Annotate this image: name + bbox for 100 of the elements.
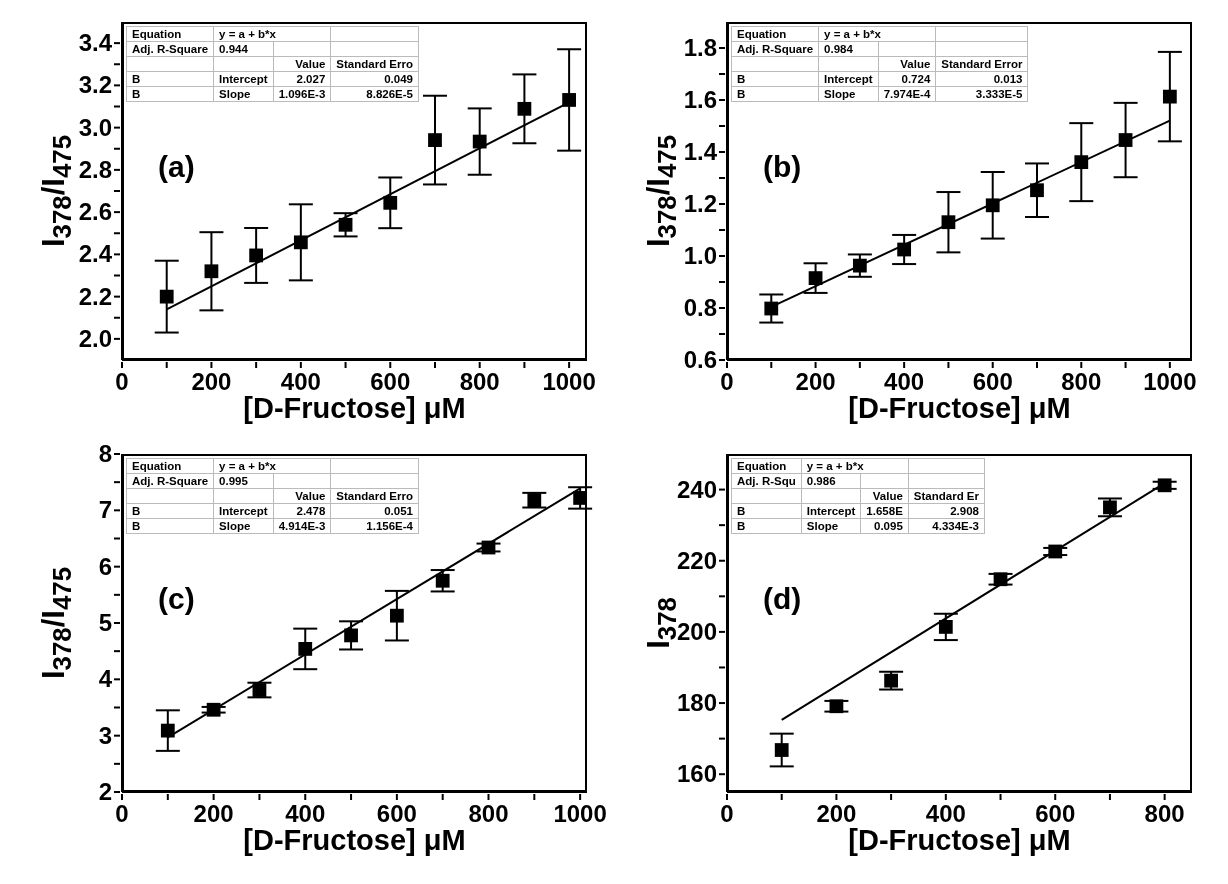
- x-tick-label: 600: [376, 800, 417, 827]
- x-tick-label: 1000: [1143, 368, 1197, 395]
- y-tick-label: 2.8: [78, 155, 112, 183]
- y-tick-label: 0.8: [683, 294, 717, 321]
- annotation: Adj. R-Square: [126, 41, 214, 57]
- annotation: Adj. R-Squ: [731, 473, 802, 489]
- annotation: 0.995: [213, 473, 274, 489]
- x-tick-label: 400: [925, 800, 966, 827]
- annotation: 2.908: [908, 503, 985, 519]
- point: [252, 683, 267, 697]
- point: [293, 235, 308, 250]
- annotation: Standard Error: [935, 56, 1028, 72]
- x-tick-label: 400: [285, 800, 326, 827]
- y-tick-label: 2.4: [78, 240, 113, 268]
- point: [938, 620, 953, 634]
- y-tick-label: 6: [98, 552, 112, 580]
- annotation: y = a + b*x: [818, 26, 936, 42]
- point: [562, 93, 577, 107]
- x-tick-label: 200: [191, 368, 232, 395]
- y-tick-label: 160: [676, 760, 717, 788]
- annotation: B: [731, 518, 802, 534]
- annotation: 0.049: [330, 71, 419, 87]
- point: [481, 540, 496, 555]
- y-tick-label: 240: [676, 475, 717, 503]
- point: [852, 258, 867, 273]
- annotation: B: [126, 71, 214, 87]
- point: [435, 573, 450, 588]
- annotation: 3.333E-5: [935, 86, 1028, 102]
- x-tick-label: 0: [720, 800, 734, 827]
- point: [160, 723, 175, 738]
- x-tick-label: 1000: [542, 368, 596, 395]
- annotation: Adj. R-Square: [731, 41, 819, 57]
- point: [1162, 89, 1177, 104]
- x-tick-label: 800: [459, 368, 500, 395]
- point: [206, 702, 221, 717]
- x-tick-label: 400: [884, 368, 925, 395]
- annotation: Value: [273, 488, 331, 504]
- annotation: B: [126, 503, 214, 519]
- point: [993, 572, 1008, 587]
- y-tick-label: 0.6: [683, 346, 717, 373]
- x-tick-label: 200: [193, 800, 234, 827]
- annotation: Standard Erro: [330, 488, 419, 504]
- y-tick-label: 180: [676, 689, 717, 717]
- point: [1103, 500, 1117, 515]
- point: [389, 608, 404, 623]
- x-tick-label: 800: [1061, 368, 1102, 395]
- point: [159, 289, 174, 304]
- annotation: 2.027: [273, 71, 331, 87]
- annotation: Intercept: [818, 71, 879, 87]
- annotation: 1.156E-4: [330, 518, 419, 534]
- annotation: Equation: [126, 26, 214, 42]
- point: [897, 242, 912, 257]
- annotation: (a): [158, 150, 195, 184]
- point: [884, 673, 899, 688]
- annotation: Slope: [213, 518, 274, 534]
- y-tick-label: 8: [98, 440, 112, 467]
- annotation: Value: [878, 56, 936, 72]
- x-axis-title: [D-Fructose] μM: [243, 392, 466, 424]
- y-tick-label: 1.0: [683, 242, 717, 269]
- y-tick-label: 1.8: [683, 34, 717, 61]
- annotation: 8.826E-5: [330, 86, 419, 102]
- y-tick-label: 2.6: [78, 198, 112, 226]
- annotation: 0.984: [818, 41, 879, 57]
- y-tick-label: 2: [98, 778, 112, 805]
- annotation: 2.478: [273, 503, 331, 519]
- annotation: 7.974E-4: [878, 86, 936, 102]
- x-tick-label: 200: [816, 800, 857, 827]
- y-tick-label: 2.0: [78, 324, 112, 352]
- annotation: 4.334E-3: [908, 518, 985, 534]
- point: [941, 215, 956, 230]
- annotation: Intercept: [213, 71, 274, 87]
- annotation: Slope: [213, 86, 274, 102]
- annotation: 0.095: [860, 518, 909, 534]
- x-axis-title: [D-Fructose] μM: [243, 824, 466, 856]
- annotation: Equation: [731, 458, 802, 474]
- point: [1157, 478, 1172, 493]
- annotation: 0.944: [213, 41, 274, 57]
- x-axis-title: [D-Fructose] μM: [848, 824, 1071, 856]
- annotation: y = a + b*x: [213, 458, 331, 474]
- point: [527, 493, 542, 508]
- point: [764, 301, 779, 316]
- annotation: B: [126, 518, 214, 534]
- annotation: Intercept: [801, 503, 861, 519]
- annotation: Equation: [731, 26, 819, 42]
- y-tick-label: 7: [98, 496, 112, 524]
- point: [249, 248, 264, 263]
- annotation: 1.096E-3: [273, 86, 331, 102]
- point: [204, 264, 219, 279]
- point: [1030, 183, 1044, 198]
- y-tick-label: 1.2: [683, 190, 717, 217]
- point: [1074, 155, 1089, 170]
- annotation: B: [731, 503, 802, 519]
- y-tick-label: 3.2: [78, 71, 112, 99]
- annotation: (d): [763, 582, 802, 616]
- point: [774, 743, 789, 757]
- annotation: Value: [860, 488, 909, 504]
- point: [829, 699, 844, 714]
- point: [428, 133, 442, 147]
- point: [517, 101, 532, 116]
- annotation: Standard Er: [908, 488, 985, 504]
